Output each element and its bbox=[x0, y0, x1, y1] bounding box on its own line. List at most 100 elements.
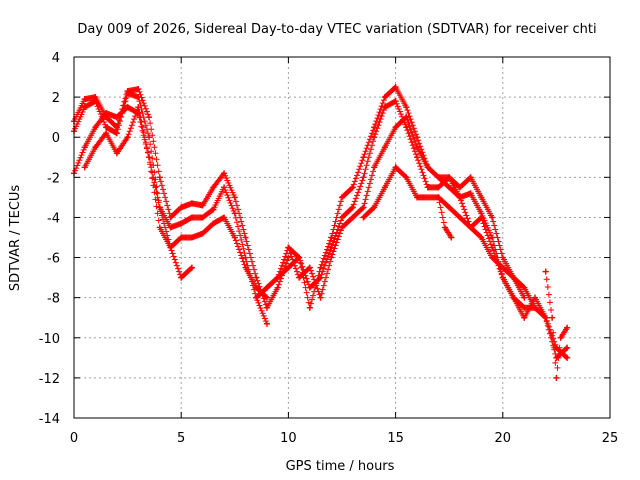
data-point bbox=[285, 244, 292, 251]
data-points bbox=[71, 84, 571, 381]
data-point bbox=[510, 294, 517, 301]
data-point bbox=[360, 204, 367, 211]
data-point bbox=[210, 184, 217, 191]
data-point bbox=[92, 144, 99, 151]
data-point bbox=[557, 334, 564, 341]
y-tick-label: 2 bbox=[52, 91, 60, 106]
y-tick-label: 4 bbox=[52, 51, 60, 66]
data-point bbox=[81, 144, 88, 151]
data-point bbox=[210, 220, 217, 227]
data-point bbox=[448, 234, 455, 241]
y-tick-label: -8 bbox=[47, 292, 60, 307]
data-point bbox=[221, 170, 228, 177]
data-point bbox=[306, 284, 313, 291]
data-point bbox=[285, 264, 292, 271]
data-point bbox=[360, 154, 367, 161]
data-point bbox=[167, 244, 174, 251]
data-point bbox=[113, 124, 120, 131]
data-point bbox=[328, 254, 335, 261]
series-6 bbox=[263, 98, 538, 311]
data-point bbox=[253, 274, 260, 281]
series-6-markers bbox=[263, 98, 538, 311]
data-point bbox=[499, 254, 506, 261]
y-tick-label: -14 bbox=[39, 412, 60, 427]
y-tick-label: -2 bbox=[47, 171, 60, 186]
data-point bbox=[285, 254, 292, 261]
data-point bbox=[392, 84, 399, 91]
data-point bbox=[360, 214, 367, 221]
x-tick-label: 10 bbox=[280, 431, 297, 446]
data-point bbox=[339, 224, 345, 231]
data-point bbox=[424, 184, 431, 191]
data-point bbox=[403, 124, 410, 131]
data-point bbox=[263, 284, 270, 291]
data-point bbox=[510, 274, 517, 281]
series-5-markers bbox=[253, 84, 528, 311]
data-point bbox=[489, 214, 496, 221]
data-point bbox=[549, 314, 556, 321]
y-tick-label: -10 bbox=[39, 332, 60, 347]
data-point bbox=[231, 234, 238, 241]
data-point bbox=[489, 234, 496, 241]
series-5 bbox=[253, 84, 528, 311]
data-point bbox=[403, 114, 410, 121]
y-tick-label: -12 bbox=[39, 372, 60, 387]
data-point bbox=[263, 320, 270, 327]
data-point bbox=[456, 194, 463, 201]
series-9 bbox=[435, 174, 571, 361]
data-point bbox=[531, 304, 538, 311]
data-point bbox=[467, 190, 474, 197]
data-point bbox=[156, 224, 163, 231]
data-point bbox=[188, 214, 195, 221]
data-point bbox=[92, 94, 99, 101]
data-point bbox=[146, 154, 153, 161]
data-point bbox=[135, 104, 142, 111]
data-point bbox=[371, 124, 378, 131]
y-tick-label: -6 bbox=[47, 252, 60, 267]
data-point bbox=[178, 234, 185, 241]
data-point bbox=[467, 174, 474, 181]
data-point bbox=[467, 224, 474, 231]
x-tick-label: 15 bbox=[387, 431, 404, 446]
data-point bbox=[296, 274, 303, 281]
data-point bbox=[371, 204, 378, 211]
data-point bbox=[521, 284, 528, 291]
data-point bbox=[521, 314, 528, 321]
data-point bbox=[456, 214, 463, 221]
data-point bbox=[381, 104, 388, 111]
data-point bbox=[542, 268, 549, 275]
data-point bbox=[403, 104, 410, 111]
data-point bbox=[178, 204, 185, 211]
data-point bbox=[435, 174, 442, 181]
data-point bbox=[178, 220, 185, 227]
data-point bbox=[146, 114, 153, 121]
data-point bbox=[478, 194, 485, 201]
data-point bbox=[103, 130, 110, 137]
data-point bbox=[306, 304, 313, 311]
data-point bbox=[103, 124, 110, 131]
data-point bbox=[328, 234, 335, 241]
data-point bbox=[124, 134, 131, 141]
data-point bbox=[499, 264, 506, 271]
data-point bbox=[446, 174, 453, 181]
data-point bbox=[317, 294, 324, 301]
y-axis-title: SDTVAR / TECUs bbox=[8, 185, 23, 292]
data-point bbox=[221, 214, 228, 221]
axis-ticks: 0 5 10 15 20 25 -14 -12 -10 -8 -6 -4 -2 0 2 4 bbox=[39, 51, 619, 446]
data-point bbox=[392, 98, 399, 105]
data-point bbox=[564, 324, 571, 331]
series-11-markers bbox=[542, 268, 571, 381]
data-point bbox=[521, 294, 528, 301]
data-point bbox=[231, 194, 238, 201]
data-point bbox=[81, 104, 88, 111]
data-point bbox=[167, 214, 174, 221]
data-point bbox=[317, 274, 324, 281]
data-point bbox=[221, 184, 228, 191]
x-tick-label: 20 bbox=[495, 431, 512, 446]
data-point bbox=[381, 184, 388, 191]
y-tick-label: -4 bbox=[47, 211, 60, 226]
data-point bbox=[156, 174, 163, 181]
data-point bbox=[414, 154, 421, 161]
data-point bbox=[456, 184, 463, 191]
